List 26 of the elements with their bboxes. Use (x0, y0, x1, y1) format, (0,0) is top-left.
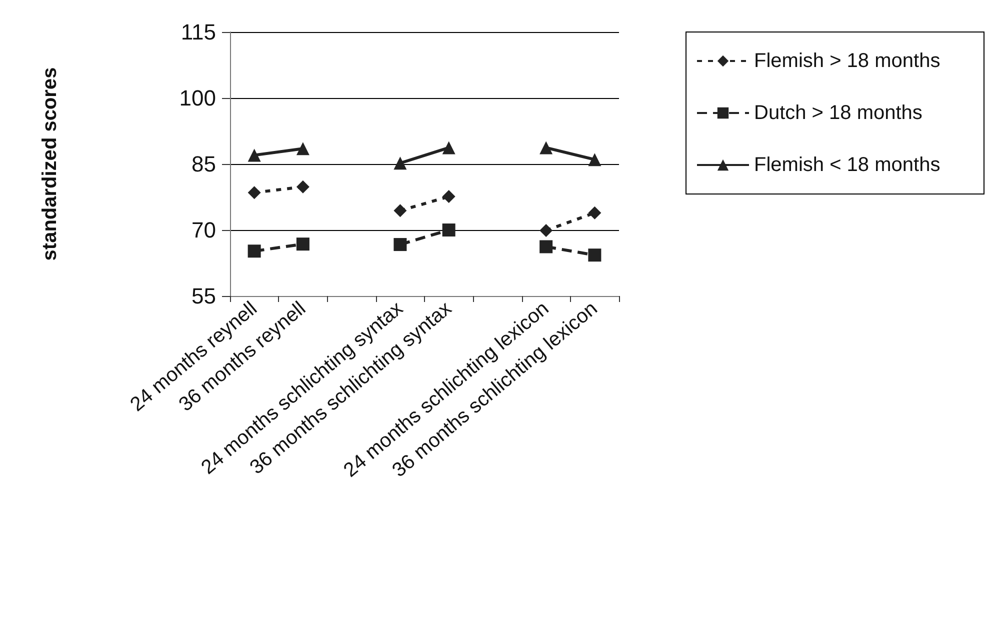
point (248, 186, 261, 200)
point (442, 224, 456, 236)
y-tick-label: 100 (179, 86, 216, 110)
point (442, 190, 456, 204)
point (588, 206, 602, 220)
point (540, 224, 553, 237)
y-tick-label: 70 (192, 218, 216, 242)
point (540, 141, 553, 154)
point (588, 248, 602, 262)
point (394, 156, 407, 170)
y-tick-label: 85 (192, 152, 216, 176)
point (442, 141, 456, 154)
point (296, 180, 310, 194)
point (394, 204, 407, 218)
point (588, 153, 602, 166)
y-tick-label: 115 (180, 20, 216, 44)
legend-label: Flemish < 18 months (754, 154, 940, 176)
point (296, 238, 310, 251)
point (296, 142, 310, 156)
legend-label: Dutch > 18 months (754, 102, 922, 124)
point (248, 148, 261, 162)
point (248, 244, 261, 258)
y-axis-title: standardized scores (39, 67, 61, 261)
point (540, 240, 553, 254)
legend-label: Flemish > 18 months (754, 50, 940, 72)
point (394, 238, 407, 252)
